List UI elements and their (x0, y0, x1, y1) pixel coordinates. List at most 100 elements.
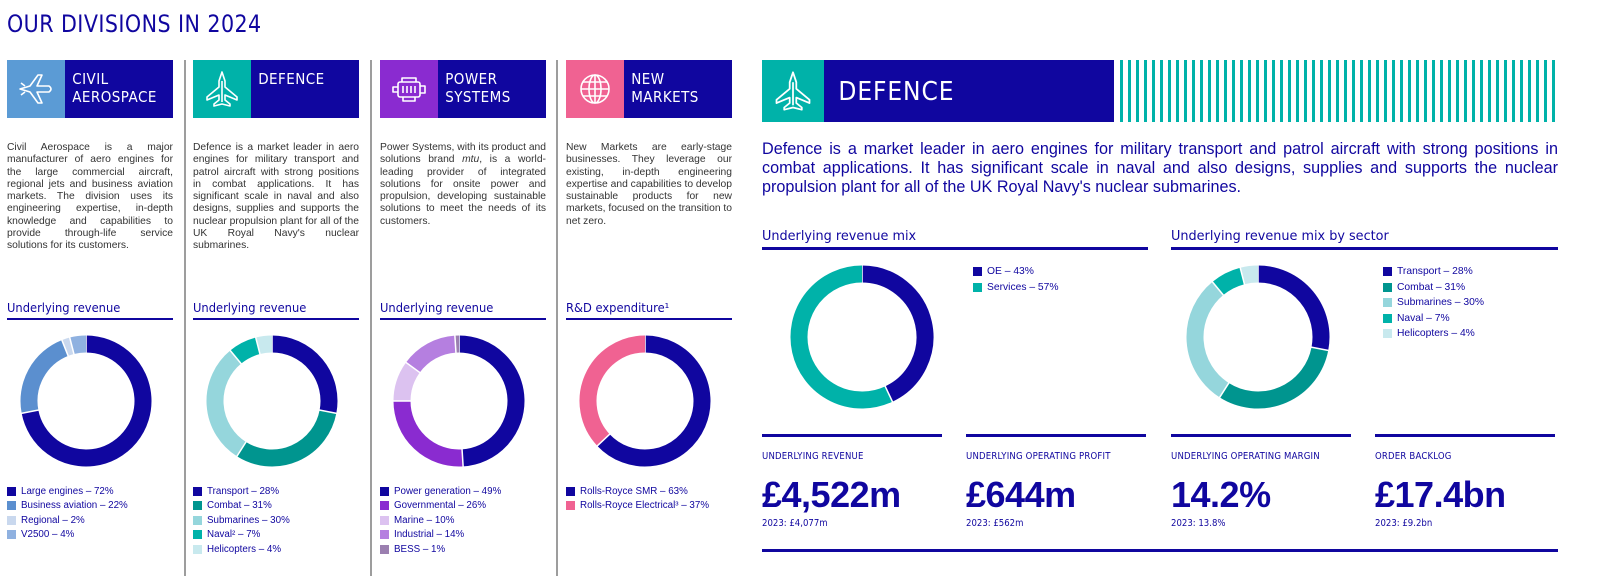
donut-slice-separator (1239, 266, 1246, 286)
donut-chart-power-revenue (392, 334, 525, 468)
donut-slice-separator (1211, 280, 1225, 297)
division-name: DEFENCE (258, 70, 325, 88)
legend-item: Combat – 31% (193, 499, 290, 514)
donut-slice-separator (68, 336, 75, 356)
donut-slice-separator (1310, 346, 1330, 352)
donut-slice-transport (1257, 265, 1330, 351)
legend-item: Industrial – 14% (380, 528, 501, 543)
division-header: CIVIL AEROSPACE (7, 60, 173, 118)
donut-slice-combat (236, 409, 337, 467)
legend-item: Regional – 2% (7, 513, 128, 528)
kpi-rule (1171, 434, 1351, 437)
legend-swatch (380, 486, 389, 496)
legend-item: Power generation – 49% (380, 484, 501, 499)
division-civil-aerospace: CIVIL AEROSPACE Civil Aerospace is a maj… (7, 60, 173, 540)
donut-slice-separator (60, 338, 70, 358)
division-power-systems: POWER SYSTEMS Power Systems, with its pr… (380, 60, 546, 555)
kpi-previous: 2023: £9.2bn (1375, 518, 1433, 529)
defence-intro: Defence is a market leader in aero engin… (762, 140, 1558, 196)
legend-swatch (7, 486, 16, 496)
kpi-value: £644m (966, 474, 1076, 515)
donut-slice-v2500 (69, 335, 87, 355)
legend-swatch (1383, 298, 1392, 308)
donut-slice-separator (461, 448, 464, 468)
donut-slice-large-engines (21, 335, 152, 467)
legend-item: V2500 – 4% (7, 528, 128, 543)
legend-swatch (566, 501, 575, 511)
donut-slice-services (790, 265, 893, 409)
column-divider (556, 60, 558, 576)
donut-slice-separator (404, 361, 422, 374)
legend-item: Large engines – 72% (7, 484, 128, 499)
globe-icon (566, 60, 624, 118)
legend-item: BESS – 1% (380, 542, 501, 557)
kpi-label: ORDER BACKLOG (1375, 451, 1452, 462)
division-description: Power Systems, with its product and solu… (380, 142, 546, 227)
legend-swatch (380, 530, 389, 540)
division-name: POWER SYSTEMS (445, 70, 511, 106)
revenue-mix-title: Underlying revenue mix (762, 228, 1148, 250)
division-new-markets: NEW MARKETS New Markets are early-stage … (566, 60, 733, 511)
donut-slice-naval (1212, 267, 1245, 296)
page-title: OUR DIVISIONS IN 2024 (7, 10, 262, 38)
kpi-order-backlog: ORDER BACKLOG £17.4bn 2023: £9.2bn (1375, 434, 1555, 529)
donut-slice-combat (1219, 346, 1329, 409)
column-divider (184, 60, 186, 576)
kpi-value: £17.4bn (1375, 474, 1506, 515)
legend-swatch (566, 486, 575, 496)
legend-swatch (193, 530, 202, 540)
legend-swatch (1383, 313, 1392, 323)
kpi-previous: 2023: £4,077m (762, 518, 828, 529)
legend-item: Transport – 28% (1383, 264, 1484, 280)
donut-slice-separator (1218, 381, 1230, 399)
donut-slice-separator (20, 409, 40, 415)
legend-item: Rolls-Royce SMR – 63% (566, 484, 709, 499)
kpi-value: 14.2% (1171, 474, 1271, 515)
kpi-label: UNDERLYING OPERATING MARGIN (1171, 451, 1320, 462)
kpi-underlying-revenue: UNDERLYING REVENUE £4,522m 2023: £4,077m (762, 434, 942, 529)
kpi-label: UNDERLYING OPERATING PROFIT (966, 451, 1111, 462)
legend-swatch (193, 501, 202, 511)
legend-swatch (1383, 282, 1392, 292)
kpi-rule (1375, 434, 1555, 437)
chart-subtitle: R&D expenditure¹ (566, 300, 732, 320)
legend-swatch (973, 267, 982, 277)
legend-swatch (7, 530, 16, 540)
legend-swatch (193, 515, 202, 525)
legend-swatch (380, 501, 389, 511)
legend-item: Helicopters – 4% (193, 542, 290, 557)
legend-item: Services – 57% (973, 280, 1059, 296)
legend-item: Helicopters – 4% (1383, 326, 1484, 342)
chart-legend: Power generation – 49% Governmental – 26… (380, 484, 501, 557)
legend-item: Governmental – 26% (380, 499, 501, 514)
legend-swatch (193, 544, 202, 554)
legend-swatch (380, 515, 389, 525)
legend-item: Submarines – 30% (1383, 295, 1484, 311)
kpi-rule (966, 434, 1146, 437)
donut-chart-defence-revenue (206, 334, 338, 467)
donut-slice-separator (229, 349, 243, 365)
revenue-sector-title: Underlying revenue mix by sector (1171, 228, 1558, 250)
donut-chart-civil-revenue (20, 334, 152, 467)
legend-swatch (1383, 329, 1392, 339)
donut-slice-helicopters (1240, 265, 1259, 285)
kpi-operating-margin: UNDERLYING OPERATING MARGIN 14.2% 2023: … (1171, 434, 1351, 529)
donut-slice-business-aviation (20, 340, 69, 414)
chart-legend: Transport – 28% Combat – 31% Submarines … (193, 484, 290, 557)
donut-slice-separator (235, 440, 248, 458)
legend-swatch (7, 501, 16, 511)
legend-swatch (7, 515, 16, 525)
donut-slice-separator (884, 385, 894, 403)
donut-slice-industrial (406, 335, 457, 373)
donut-slice-oe (861, 265, 934, 402)
donut-slice-transport (271, 335, 338, 414)
donut-slice-rolls-royce-electrical (579, 335, 646, 446)
division-header: NEW MARKETS (566, 60, 732, 118)
donut-slice-separator (318, 409, 338, 415)
column-divider (370, 60, 372, 576)
donut-slice-submarines (206, 350, 247, 457)
chart-legend: Rolls-Royce SMR – 63% Rolls-Royce Electr… (566, 484, 709, 513)
defence-banner: DEFENCE (762, 60, 1114, 122)
donut-slice-submarines (1186, 281, 1230, 398)
division-description: New Markets are early-stage businesses. … (566, 142, 733, 227)
